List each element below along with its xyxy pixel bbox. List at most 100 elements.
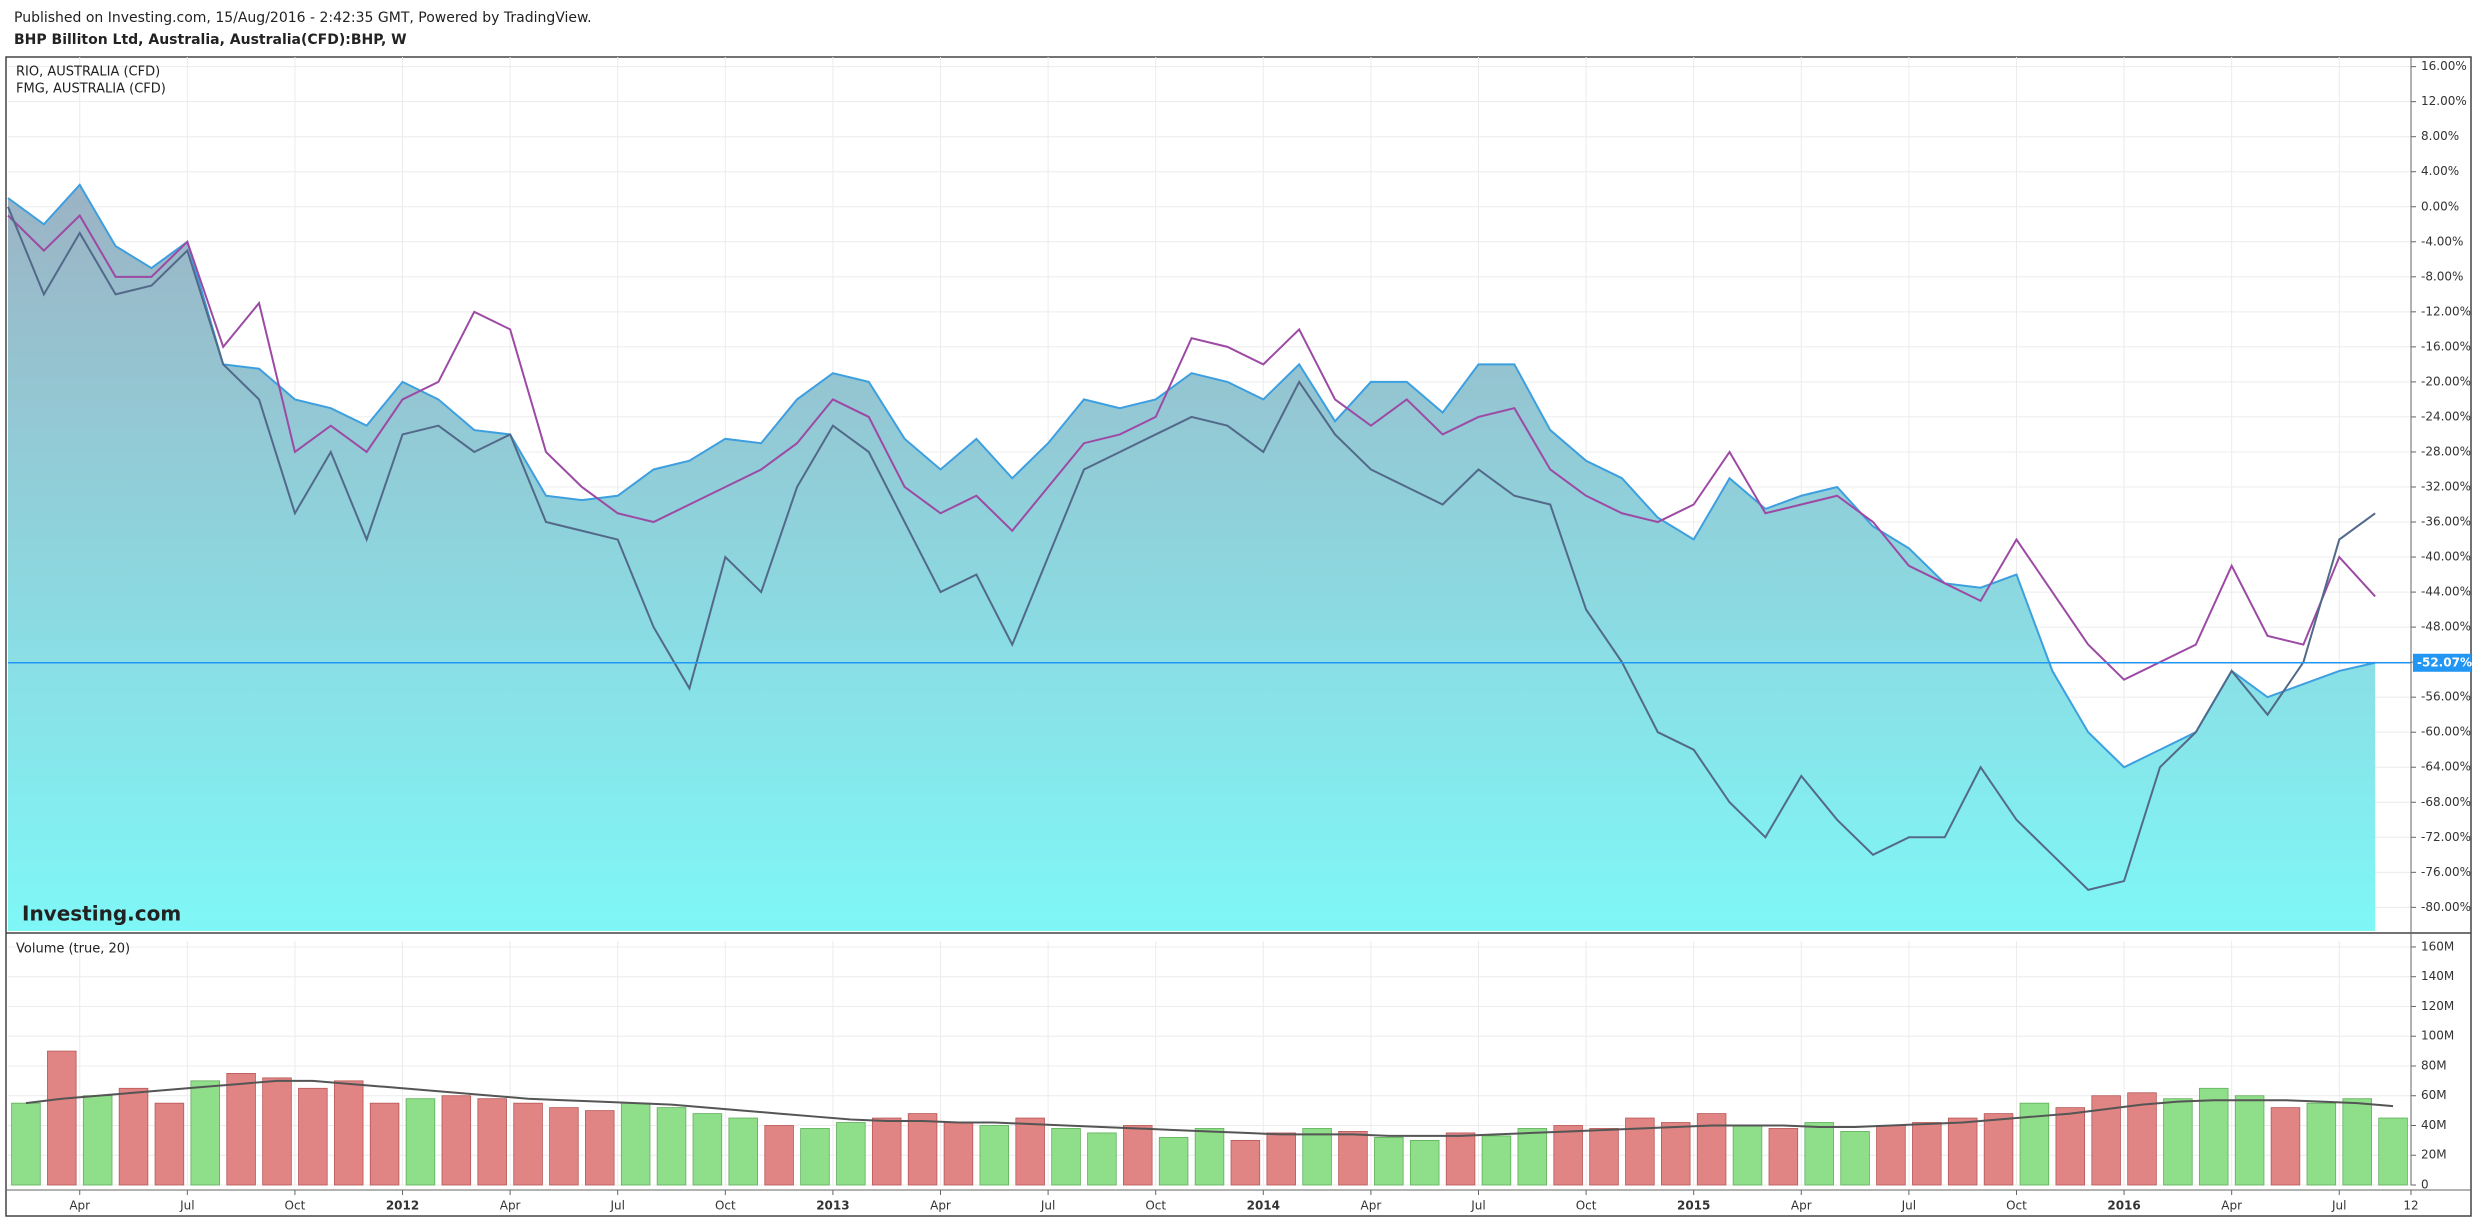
line — [7, 213, 2376, 681]
volume-bar — [907, 1113, 938, 1186]
x-tick-label: Jul — [1470, 1199, 1485, 1213]
volume-bar — [943, 1122, 974, 1186]
volume-bar — [1732, 1125, 1763, 1186]
y-tick-label: -48.00% — [2421, 620, 2471, 634]
volume-bar — [1194, 1128, 1225, 1186]
volume-bar — [1123, 1125, 1153, 1186]
volume-bar — [513, 1102, 543, 1186]
volume-bar — [1517, 1128, 1548, 1186]
line — [7, 206, 2376, 891]
x-tick-label: Jul — [179, 1199, 194, 1213]
y-tick-label: 100M — [2421, 1029, 2454, 1043]
volume-bar — [2378, 1117, 2408, 1186]
moving-average-line — [25, 1079, 2394, 1137]
x-tick-label: 2012 — [386, 1199, 419, 1213]
x-tick-label: Oct — [1145, 1199, 1166, 1213]
y-tick-label: 80M — [2421, 1058, 2447, 1072]
x-tick-label: Apr — [1791, 1199, 1812, 1213]
volume-bar — [118, 1087, 149, 1186]
volume-bar — [1696, 1113, 1727, 1186]
y-tick-label: -12.00% — [2421, 304, 2471, 318]
volume-bar — [2055, 1107, 2086, 1186]
y-tick-label: 120M — [2421, 999, 2454, 1013]
y-tick-label: 0 — [2421, 1178, 2429, 1192]
x-tick-label: 2013 — [816, 1199, 849, 1213]
volume-bar — [2127, 1092, 2157, 1186]
y-tick-label: -40.00% — [2421, 550, 2471, 564]
volume-bar — [2270, 1107, 2301, 1186]
x-tick-label: 2015 — [1677, 1199, 1710, 1213]
y-tick-label: 160M — [2421, 939, 2454, 953]
y-tick-label: 12.00% — [2421, 94, 2467, 108]
volume-bar — [226, 1073, 256, 1186]
volume-bar — [1983, 1113, 2014, 1186]
chart-title: BHP Billiton Ltd, Australia, Australia(C… — [14, 32, 407, 48]
volume-bar — [692, 1113, 723, 1186]
volume-bar — [1445, 1132, 1476, 1186]
volume-bar — [1947, 1117, 1978, 1186]
volume-bar — [262, 1077, 292, 1186]
y-tick-label: -16.00% — [2421, 339, 2471, 353]
y-tick-label: -80.00% — [2421, 900, 2471, 914]
volume-bar — [298, 1087, 328, 1186]
volume-bar — [1338, 1131, 1368, 1186]
y-tick-label: 60M — [2421, 1088, 2447, 1102]
x-tick-label: Jul — [609, 1199, 624, 1213]
volume-bar — [405, 1098, 436, 1186]
y-tick-label: -60.00% — [2421, 725, 2471, 739]
y-tick-label: -76.00% — [2421, 865, 2471, 879]
y-tick-label: 40M — [2421, 1118, 2447, 1132]
legend-entry: RIO, AUSTRALIA (CFD) — [16, 65, 160, 80]
volume-bar — [1087, 1132, 1117, 1186]
x-tick-label: Jul — [1040, 1199, 1055, 1213]
y-tick-label: 16.00% — [2421, 59, 2467, 73]
x-tick-label: Jul — [1901, 1199, 1916, 1213]
x-tick-label: Apr — [2221, 1199, 2242, 1213]
volume-bar — [979, 1125, 1010, 1186]
watermark: Investing.com — [22, 902, 181, 926]
y-tick-label: -36.00% — [2421, 515, 2471, 529]
y-tick-label: -32.00% — [2421, 479, 2471, 493]
volume-bar — [728, 1117, 758, 1186]
volume-bar — [1589, 1128, 1619, 1186]
volume-bar — [11, 1102, 41, 1186]
x-tick-label: Jul — [2331, 1199, 2346, 1213]
volume-bar — [477, 1098, 507, 1186]
volume-bar — [47, 1050, 77, 1186]
volume-bar — [2163, 1098, 2193, 1186]
volume-bar — [620, 1102, 651, 1186]
plot — [7, 183, 2411, 1186]
x-tick-label: Oct — [1576, 1199, 1597, 1213]
x-tick-label: Oct — [715, 1199, 736, 1213]
volume-bar — [1912, 1122, 1942, 1186]
y-tick-label: 140M — [2421, 969, 2454, 983]
volume-bar — [1051, 1128, 1081, 1186]
volume-bar — [656, 1107, 687, 1186]
volume-bar — [2306, 1102, 2337, 1186]
y-tick-label: 0.00% — [2421, 199, 2459, 213]
volume-bar — [190, 1080, 221, 1186]
x-tick-label: Apr — [930, 1199, 951, 1213]
x-tick-label: Oct — [285, 1199, 306, 1213]
volume-bar — [2198, 1087, 2229, 1186]
volume-bar — [82, 1095, 113, 1186]
y-tick-label: 8.00% — [2421, 129, 2459, 143]
source-note: Published on Investing.com, 15/Aug/2016 … — [14, 10, 592, 26]
area-line — [7, 183, 2376, 769]
y-tick-label: 20M — [2421, 1148, 2447, 1162]
x-tick-label: 2014 — [1247, 1199, 1280, 1213]
volume-bar — [549, 1107, 579, 1186]
y-tick-label: -56.00% — [2421, 690, 2471, 704]
y-tick-label: -44.00% — [2421, 585, 2471, 599]
volume-bar — [2342, 1098, 2372, 1186]
volume-bar — [1768, 1128, 1799, 1186]
last-value-box — [2413, 653, 2471, 672]
y-tick-label: -68.00% — [2421, 795, 2471, 809]
y-tick-label: -24.00% — [2421, 409, 2471, 423]
x-tick-label: 12 — [2403, 1199, 2418, 1213]
volume-bar — [585, 1110, 615, 1186]
y-tick-label: -4.00% — [2421, 234, 2463, 248]
y-tick-label: -28.00% — [2421, 444, 2471, 458]
